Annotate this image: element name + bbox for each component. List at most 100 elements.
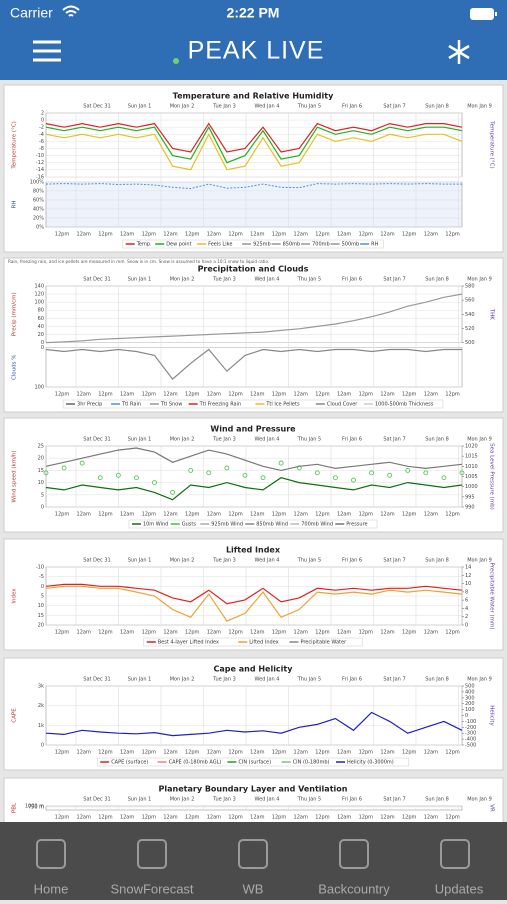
legend-label: Best 4-layer Lifted Index xyxy=(158,640,219,646)
y-axis-label: Wind speed (km/h) xyxy=(12,450,18,502)
day-label: Sat Dec 31 xyxy=(83,677,110,683)
time-label: 12pm xyxy=(445,750,460,756)
gust-marker xyxy=(242,472,248,478)
series-line xyxy=(45,348,462,380)
legend-box xyxy=(96,757,410,767)
time-label: 12am xyxy=(120,232,134,238)
y-tick-label: -10 xyxy=(36,153,44,159)
chart-panel: Wind and Pressure Sat Dec 31 Sun Jan 1 Mon … xyxy=(3,417,504,533)
day-label: Sun Jan 8 xyxy=(425,797,449,803)
tab-label: WB xyxy=(243,881,264,896)
y2-tick-label: 1010 xyxy=(465,464,478,470)
tab[interactable]: Backcountry xyxy=(318,839,390,896)
day-label: Mon Jan 9 xyxy=(467,677,492,683)
day-label: Wed Jan 4 xyxy=(255,558,280,564)
y2-tick-label: 300 xyxy=(465,695,475,701)
time-label: 12pm xyxy=(55,512,70,518)
y-tick-label: 140 xyxy=(34,284,44,290)
y2-tick-label: 1015 xyxy=(465,454,478,460)
gust-marker xyxy=(351,477,356,483)
legend-label: Ttl Rain xyxy=(121,402,141,408)
time-label: 12pm xyxy=(228,232,243,238)
y-tick-label: -5 xyxy=(39,574,44,580)
day-label: Sat Dec 31 xyxy=(83,558,110,564)
legend-label: Precipitable Water xyxy=(300,640,347,646)
legend-label: Gusts xyxy=(182,522,197,528)
gust-marker xyxy=(43,470,49,476)
tab[interactable]: Updates xyxy=(435,839,484,896)
time-label: 12pm xyxy=(55,392,70,398)
day-label: Thu Jan 5 xyxy=(297,558,321,564)
legend-label: 700mb xyxy=(312,242,330,248)
day-label: Wed Jan 4 xyxy=(255,437,280,443)
time-label: 12pm xyxy=(402,630,417,636)
y-tick-label: 0 xyxy=(41,340,44,346)
day-label: Tue Jan 3 xyxy=(212,437,236,443)
time-label: 12am xyxy=(424,750,438,756)
y2-tick-label: 6 xyxy=(465,598,468,604)
gust-marker xyxy=(206,470,212,476)
day-label: Sun Jan 8 xyxy=(425,558,449,564)
legend-label: RH xyxy=(371,242,378,248)
tab[interactable]: Home xyxy=(34,839,69,896)
chart-title: Wind and Pressure xyxy=(210,425,296,434)
y2-tick-label: 995 xyxy=(465,494,475,500)
tab[interactable]: WB xyxy=(238,839,268,896)
day-label: Mon Jan 9 xyxy=(467,277,492,283)
logo-dot xyxy=(173,58,179,64)
wifi-icon xyxy=(62,5,80,17)
legend-label: 700mb Wind xyxy=(301,522,333,528)
time-label: 12am xyxy=(207,512,221,518)
time-label: 12am xyxy=(77,232,91,238)
time-label: 12pm xyxy=(98,512,113,518)
tab-label: Backcountry xyxy=(318,881,390,896)
y-tick-label: 20 xyxy=(38,623,44,629)
time-label: 12pm xyxy=(142,392,157,398)
day-label: Thu Jan 5 xyxy=(297,677,321,683)
time-label: 12am xyxy=(207,232,221,238)
day-label: Sun Jan 1 xyxy=(128,677,152,683)
y2-tick-label: 500 xyxy=(465,684,475,690)
time-label: 12am xyxy=(250,392,264,398)
time-label: 12pm xyxy=(402,512,417,518)
tab[interactable]: SnowForecast xyxy=(110,839,194,896)
chart-panel: Temperature and Relative Humidity Sat Dec… xyxy=(3,84,504,253)
chart-panel: Cape and Helicity Sat Dec 31 Sun Jan 1 Mon … xyxy=(3,657,504,771)
day-label: Mon Jan 9 xyxy=(467,558,492,564)
time-label: 12am xyxy=(120,512,134,518)
tab-bar xyxy=(0,822,507,900)
time-label: 12pm xyxy=(315,232,330,238)
gust-marker xyxy=(369,470,374,476)
legend-label: 850mb Wind xyxy=(256,522,288,528)
y2-axis-label: Temperature (°C) xyxy=(489,120,495,168)
day-label: Mon Jan 9 xyxy=(467,437,492,443)
time-label: 12pm xyxy=(185,750,200,756)
legend-label: Ttl Ice Pellets xyxy=(265,402,300,408)
y2-tick-label: 8 xyxy=(465,589,468,595)
legend-label: CIN (0-180mb) xyxy=(293,760,330,766)
day-label: Tue Jan 3 xyxy=(212,797,236,803)
sub-tick-label: 100 xyxy=(34,385,44,391)
sub-tick-label: 0 xyxy=(41,345,44,351)
y-tick-label: 5 xyxy=(41,492,44,498)
legend-box xyxy=(122,239,384,249)
day-label: Sun Jan 8 xyxy=(425,277,449,283)
y-tick-label: 1000 m xyxy=(25,804,44,810)
plot-area xyxy=(45,685,463,746)
snow-button[interactable] xyxy=(448,40,470,64)
y-tick-label: -14 xyxy=(36,167,44,173)
gust-marker xyxy=(387,472,393,478)
time-label: 12am xyxy=(77,815,91,821)
tab-label: Home xyxy=(34,881,69,896)
y2-axis-label: VR xyxy=(489,804,495,812)
gust-marker xyxy=(170,489,176,495)
sub-axis-label: Clouds % xyxy=(12,354,18,380)
tab-icon xyxy=(440,839,470,869)
y-tick-label: 40 xyxy=(38,324,44,330)
gust-marker xyxy=(188,467,194,473)
menu-button[interactable] xyxy=(33,40,61,62)
day-label: Tue Jan 3 xyxy=(212,277,236,283)
time-label: 12pm xyxy=(98,630,113,636)
y2-tick-label: 520 xyxy=(465,326,475,332)
y2-tick-label: 100 xyxy=(465,707,475,713)
